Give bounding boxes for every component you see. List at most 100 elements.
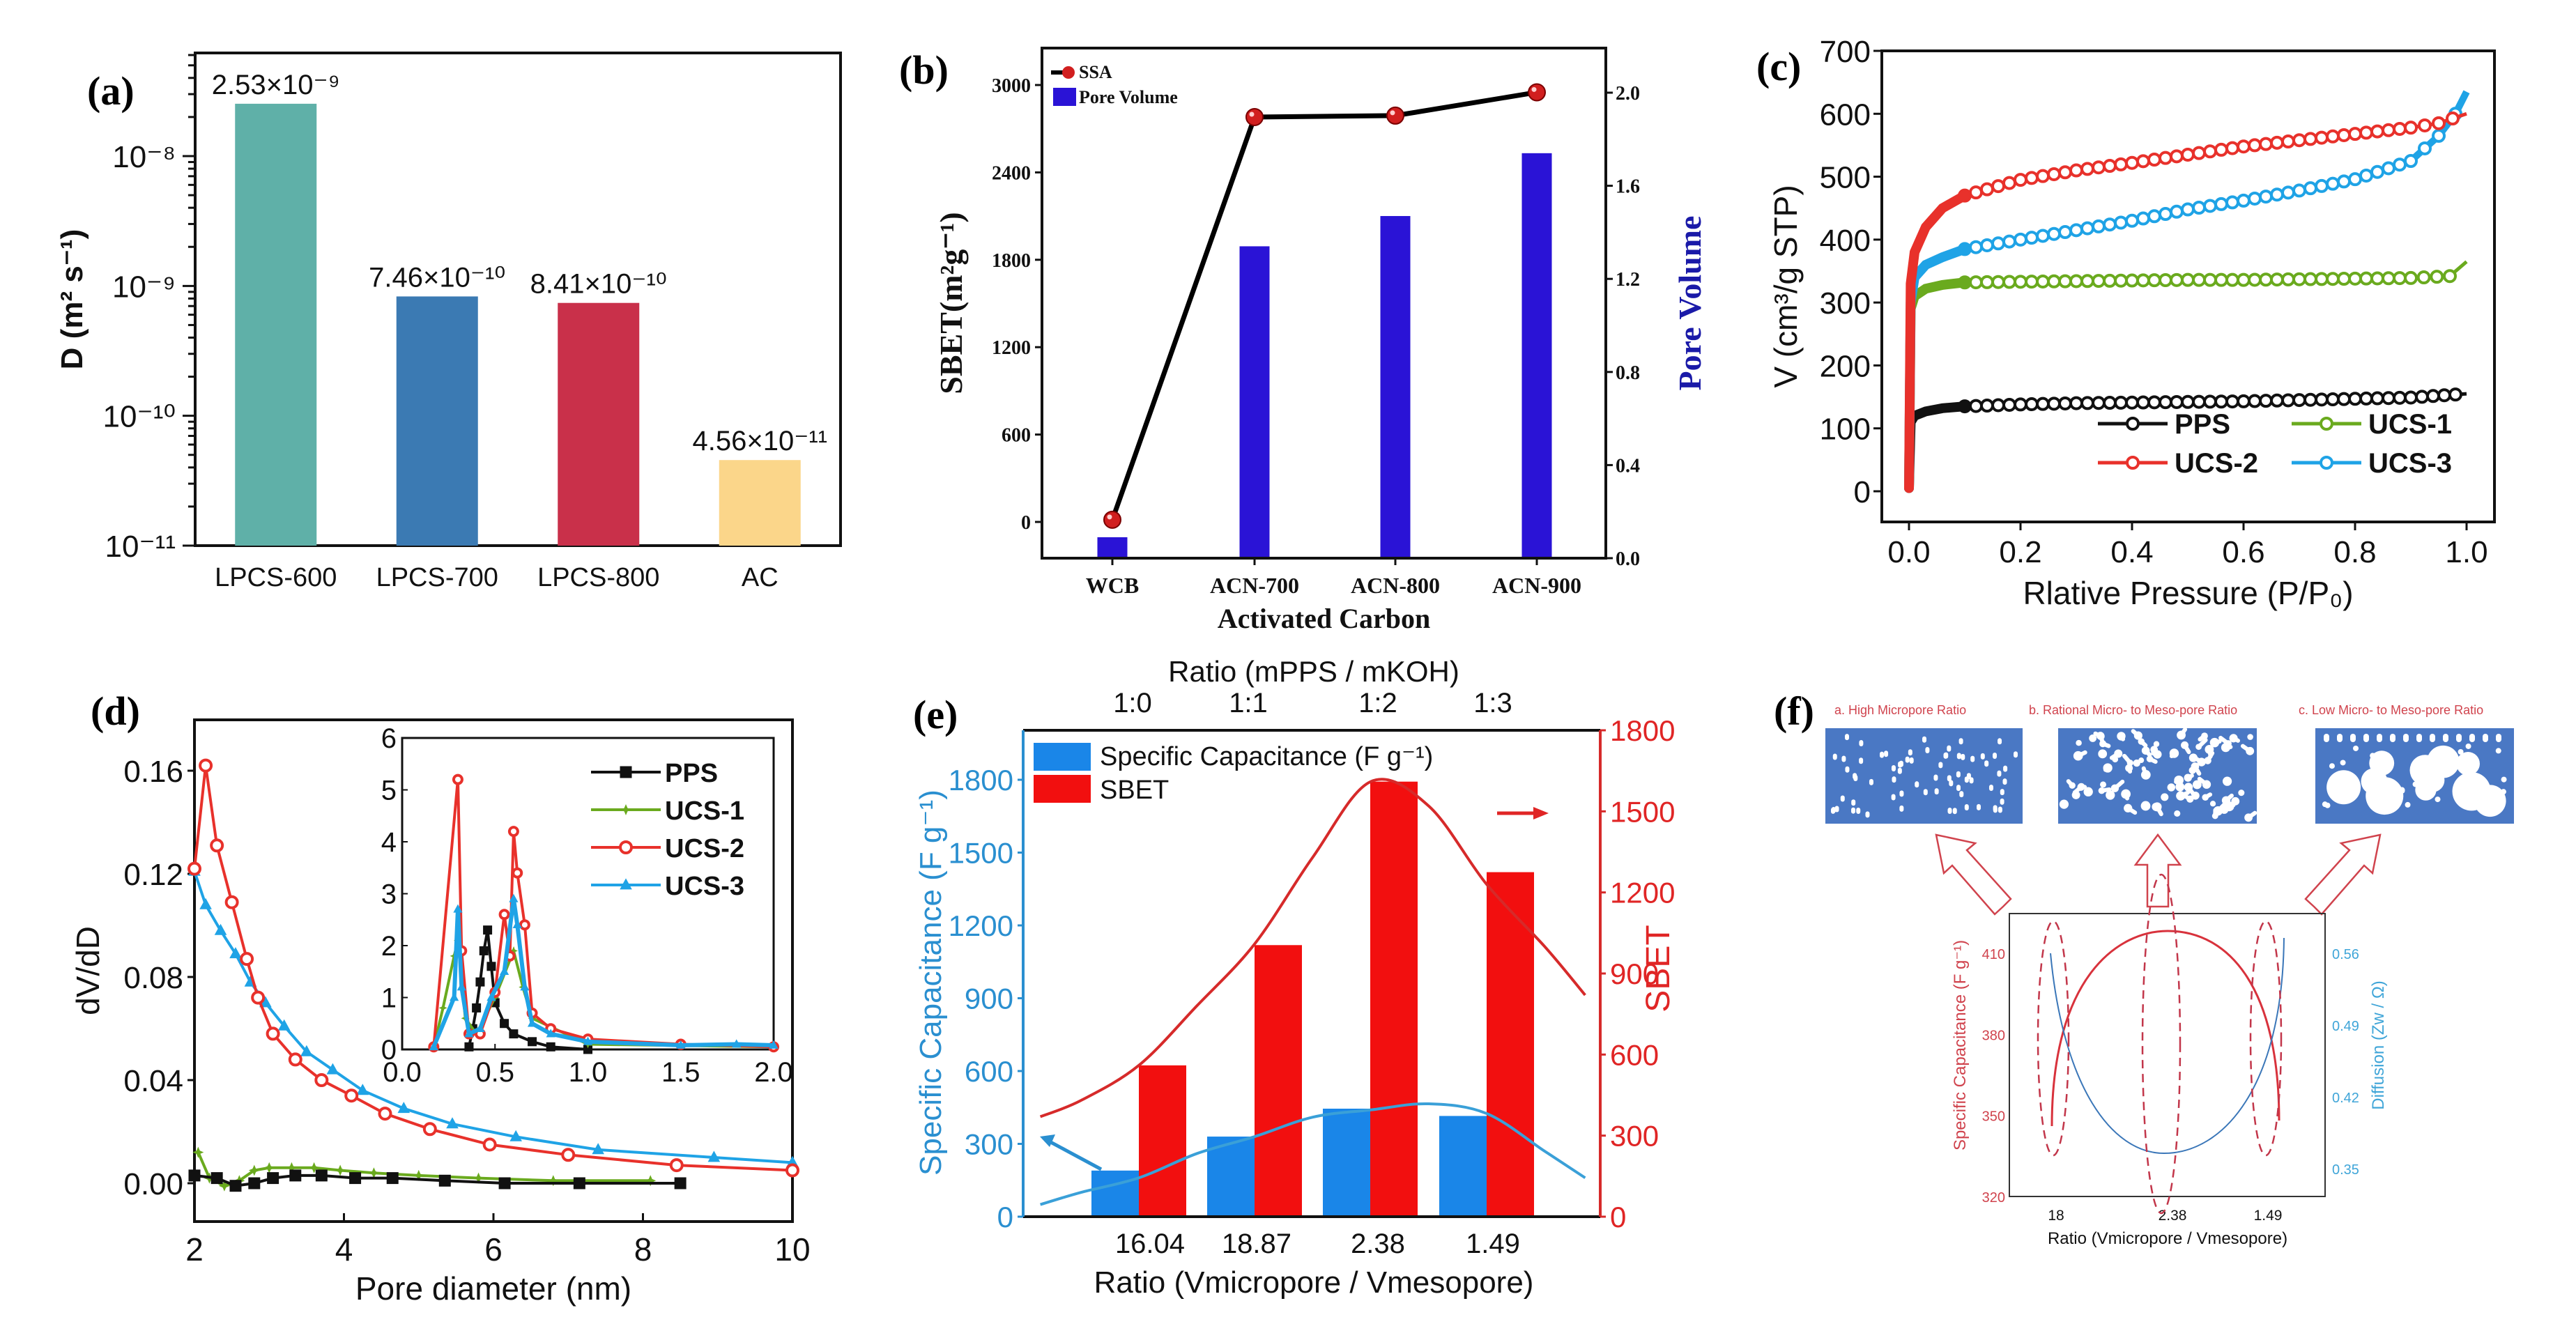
series-marker-ucs-1	[2080, 274, 2094, 288]
pore-icon	[1947, 808, 1952, 815]
pore-channel-icon	[2179, 727, 2188, 737]
inset-series-marker-ucs-2	[519, 919, 530, 931]
series-marker-ucs-1	[2125, 273, 2139, 288]
series-marker-ucs-2	[2159, 151, 2172, 165]
inset-x-tick-label: 1.0	[569, 1057, 608, 1088]
pore-icon	[1923, 789, 1928, 796]
series-marker-pps	[248, 1177, 261, 1190]
x-tick-label: 1.49	[1466, 1229, 1520, 1259]
panel-label: (a)	[87, 68, 135, 114]
series-marker-ucs-1	[2393, 271, 2407, 286]
series-marker-ucs-2	[2103, 159, 2117, 174]
legend-capacitance-label: Specific Capacitance (F g⁻¹)	[1100, 742, 1433, 771]
pore-icon	[2483, 734, 2488, 742]
series-marker-pps	[2203, 394, 2217, 409]
series-marker-pps	[2415, 390, 2429, 404]
pore-icon	[1880, 751, 1885, 758]
series-marker-ucs-3	[229, 947, 242, 959]
series-marker-ucs-1	[2047, 274, 2061, 288]
series-marker-ucs-1	[335, 1164, 346, 1176]
inset-series-marker-ucs-3	[464, 1029, 474, 1038]
series-marker-ucs-3	[2092, 219, 2106, 233]
sbet-trend-line	[1039, 778, 1586, 1118]
series-marker-ucs-1	[2069, 274, 2083, 288]
series-marker-ucs-2	[2326, 129, 2340, 144]
inset-series-marker-ucs-3	[475, 1024, 485, 1032]
pore-channel-icon	[2223, 744, 2233, 750]
y-tick-label: 0	[1021, 512, 1031, 534]
legend-marker-ucs-3	[620, 878, 632, 890]
data-label: 8.41×10⁻¹⁰	[530, 269, 667, 300]
series-marker-ucs-1	[218, 1180, 230, 1192]
y-right-tick-label: 0.8	[1616, 362, 1640, 384]
legend-sbet-swatch	[1034, 775, 1091, 803]
arrow-to-tile-b-icon	[2133, 833, 2182, 908]
inset-series-marker-pps	[500, 1019, 509, 1029]
series-marker-ucs-2	[2270, 135, 2284, 150]
x-tick-label: 0.4	[2110, 535, 2153, 569]
series-marker-ucs-2	[2181, 147, 2195, 162]
panel-c: (c) 0.0 0.2 0.4 0.6 0.8 1.0 0 100 200 300 400 500 600…	[1756, 35, 2496, 611]
dashed-ellipse-high	[2037, 920, 2070, 1157]
series-marker-ucs-3	[2370, 164, 2384, 179]
legend-label-ucs-1: UCS-1	[665, 796, 744, 826]
legend-marker-ucs-1	[620, 804, 631, 815]
data-label: 4.56×10⁻¹¹	[693, 426, 827, 456]
series-marker-ucs-3	[592, 1143, 604, 1155]
y-tick-label: 0.00	[123, 1167, 183, 1201]
series-marker-ucs-1	[2092, 274, 2106, 288]
x-axis-label: Pore diameter (nm)	[355, 1270, 631, 1307]
series-marker-ucs-3	[2359, 168, 2373, 183]
series-marker-pps	[2292, 393, 2306, 408]
pore-channel-icon	[2076, 750, 2087, 758]
y-tick-label: 10⁻¹⁰	[103, 400, 176, 434]
legend-label-ucs-3: UCS-3	[2368, 448, 2452, 479]
legend-marker-ucs-2	[619, 840, 633, 854]
panel-label: (f)	[1774, 688, 1814, 734]
series-marker-ucs-3	[2147, 209, 2161, 224]
pore-icon	[1992, 753, 1997, 760]
pore-icon	[1998, 806, 2002, 813]
pore-icon	[1834, 806, 1839, 813]
series-marker-pps	[2248, 394, 2262, 408]
inset-y-tick-label: 5	[381, 776, 397, 806]
pore-icon	[1898, 761, 1903, 768]
series-marker-ucs-2	[482, 1137, 497, 1152]
pore-icon	[2192, 780, 2202, 790]
inset-series-marker-pps	[472, 1003, 482, 1013]
pore-channel-icon	[2119, 734, 2126, 741]
series-marker-ucs-3	[2337, 174, 2351, 189]
y-right-tick-label: 0.35	[2332, 1162, 2359, 1178]
series-marker-ucs-3	[2103, 217, 2117, 232]
y-tick-label: 1800	[992, 250, 1031, 272]
series-marker-ucs-3	[356, 1084, 369, 1095]
x-tick-label: LPCS-800	[537, 563, 659, 592]
inset-series-marker-pps	[528, 1037, 537, 1047]
series-marker-pps	[2270, 393, 2284, 408]
legend-ssa-marker	[1062, 66, 1075, 79]
pore-icon	[2098, 749, 2108, 759]
capacitance-bar	[1323, 1108, 1370, 1217]
pore-icon	[2152, 802, 2161, 811]
series-marker-ucs-2	[2348, 127, 2362, 141]
series-marker-ucs-1	[547, 1175, 559, 1187]
pore-channel-icon	[2139, 739, 2148, 748]
pore-icon	[2340, 760, 2346, 766]
pore-icon	[1925, 747, 1930, 754]
series-marker-ucs-2	[2014, 173, 2027, 187]
pore-icon	[2000, 789, 2004, 796]
x-tick-label: WCB	[1086, 573, 1139, 598]
arrow-left-head-icon	[1040, 1134, 1055, 1147]
pore-icon	[2430, 734, 2435, 742]
pore-channel-icon	[2178, 790, 2191, 799]
series-marker-ucs-2	[2393, 121, 2407, 136]
pore-icon	[1988, 785, 1993, 792]
pore-icon	[2161, 793, 2169, 801]
y-tick-label: 380	[1982, 1028, 2005, 1043]
pore-icon	[1970, 755, 1975, 762]
x-tick-label: 16.04	[1115, 1229, 1185, 1259]
pore-icon	[2460, 764, 2466, 771]
series-marker-ucs-2	[561, 1148, 576, 1162]
series-marker-ucs-1	[2170, 272, 2184, 287]
series-marker-ucs-2	[2303, 132, 2317, 146]
